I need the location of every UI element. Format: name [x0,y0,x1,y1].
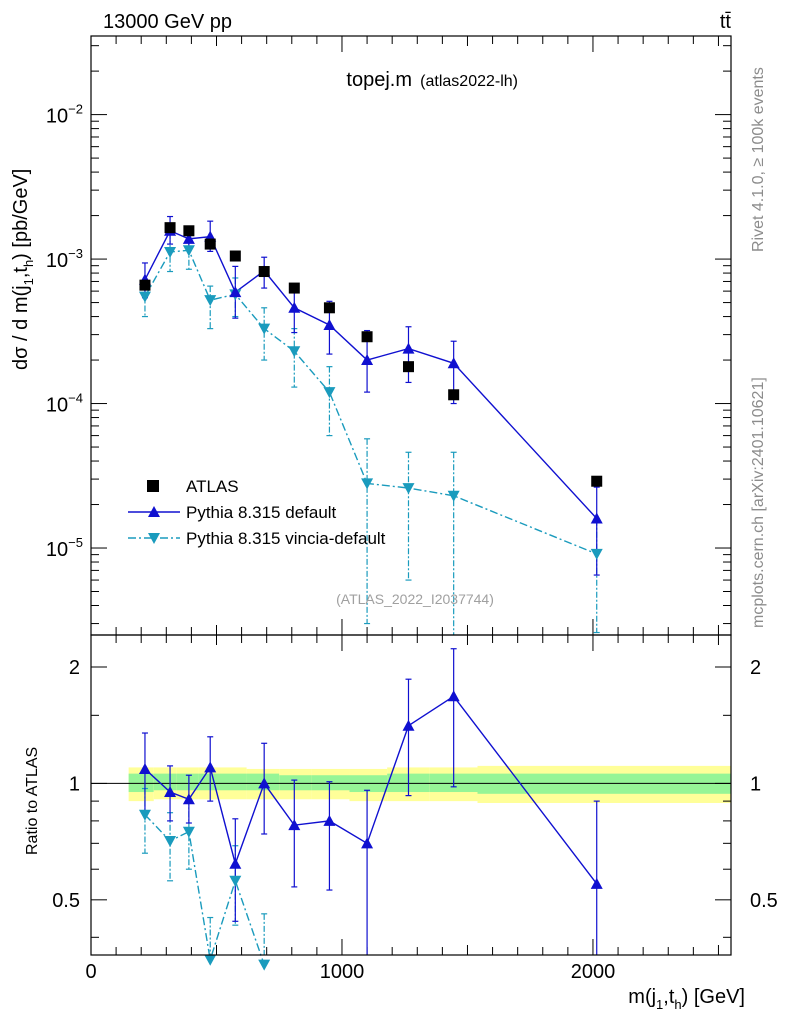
ratio-default-point [164,786,177,798]
ratio-default-point [447,690,460,702]
plot-title-sub: (atlas2022-lh) [420,73,518,90]
ratio-default-point [229,857,242,869]
atlas-point [448,389,460,401]
ratio-band-inner [311,775,350,791]
ratio-default-point [402,719,415,731]
ratio-default-point [204,761,217,773]
legend-default-marker [148,506,160,517]
x-tick-label: 0 [85,961,96,983]
y-axis-label-ratio: Ratio to ATLAS [24,747,41,855]
ratio-y-tick-label-left: 1 [69,773,80,795]
ratio-default-point [361,837,374,849]
default-point [590,512,603,524]
ratio-default-point [323,814,336,826]
ratio-y-tick-label-right: 2 [750,657,761,679]
ratio-y-tick-label-left: 0.5 [52,890,80,912]
main-panel: 10−210−310−410−5 topej.m (atlas2022-lh) … [10,35,732,636]
ratio-axis-ticks: 0.5 0.5 1 1 2 2 0 1000 2000 [52,635,778,983]
ratio-frame [90,634,732,956]
ratio-default-point [182,793,195,805]
ratio-default-point [138,762,151,774]
default-point [447,357,460,369]
vincia-point [288,346,301,358]
vincia-point [323,387,336,399]
atlas-point [229,250,241,262]
vincia-point [590,548,603,560]
ratio-panel: 0.5 0.5 1 1 2 2 0 1000 2000 Ratio to ATLAS [24,634,778,983]
ratio-uncertainty-band [128,765,731,803]
atlas-point [139,279,151,291]
ratio-default-point [288,819,301,831]
ratio-default-line [144,695,598,885]
energy-label: 13000 GeV pp [103,11,232,33]
ratio-band-inner [153,773,177,791]
atlas-point [258,266,270,278]
default-point [402,342,415,354]
ratio-vincia-point [182,826,195,838]
ratio-default-point [590,877,603,889]
ratio-band-inner [221,773,247,791]
vincia-point [164,246,177,258]
vincia-point [138,291,151,303]
ratio-vincia-point [138,809,151,821]
atlas-point [183,225,195,237]
ratio-vincia-point [229,875,242,887]
main-axis-ticks: 10−2 10−3 10−4 10−5 [46,36,731,635]
ratio-band-inner [128,773,154,793]
legend-atlas-marker [147,480,159,492]
atlas-point [323,302,335,314]
vincia-point [361,478,374,490]
ratio-default-point [258,777,271,789]
ratio-vincia-line [144,814,265,965]
atlas-point [164,222,176,234]
ratio-band-inner [279,775,312,791]
legend: ATLAS Pythia 8.315 default Pythia 8.315 … [128,477,386,548]
default-point [361,354,374,366]
ratio-vincia-point [204,954,217,966]
main-series-layer [138,215,603,635]
y-tick-label: 10−2 [46,102,83,128]
default-point [182,232,195,244]
analysis-watermark: (ATLAS_2022_I2037744) [336,591,494,607]
default-point [323,318,336,330]
vincia-point [204,295,217,307]
atlas-point [591,475,603,487]
legend-vincia-marker [148,533,160,544]
y-axis-label-main: dσ / d m(j1,th) [pb/GeV] [10,169,36,370]
x-axis-label: m(j1,th) [GeV] [628,986,745,1012]
side-left-credit: mcplots.cern.ch [arXiv:2401.10621] [750,377,767,628]
ratio-vincia-point [258,959,271,971]
atlas-point [402,361,414,373]
ratio-series-layer [138,648,603,971]
ratio-y-tick-label-right: 0.5 [750,890,778,912]
ratio-y-tick-label-left: 2 [69,657,80,679]
atlas-point [204,238,216,250]
x-tick-label: 2000 [571,961,616,983]
vincia-point [258,323,271,335]
default-line [144,229,598,520]
atlas-point [288,282,300,294]
vincia-line [144,249,597,555]
default-point [229,286,242,298]
y-tick-label: 10−3 [46,246,83,272]
plot-title-main: topej.m [346,69,412,91]
legend-atlas-label: ATLAS [186,477,239,496]
legend-default-label: Pythia 8.315 default [186,503,337,522]
vincia-point [402,483,415,495]
legend-vincia-label: Pythia 8.315 vincia-default [186,529,386,548]
atlas-point [361,331,373,343]
x-tick-label: 1000 [320,961,365,983]
ratio-y-tick-label-right: 1 [750,773,761,795]
vincia-point [182,245,195,257]
y-tick-label: 10−4 [46,391,83,417]
ratio-vincia-point [164,835,177,847]
vincia-point [447,490,460,502]
default-point [288,301,301,313]
side-right-credit: Rivet 4.1.0, ≥ 100k events [750,67,767,252]
ratio-band-inner [176,773,199,791]
process-label: tt̄ [720,11,732,33]
y-tick-label: 10−5 [46,535,83,561]
